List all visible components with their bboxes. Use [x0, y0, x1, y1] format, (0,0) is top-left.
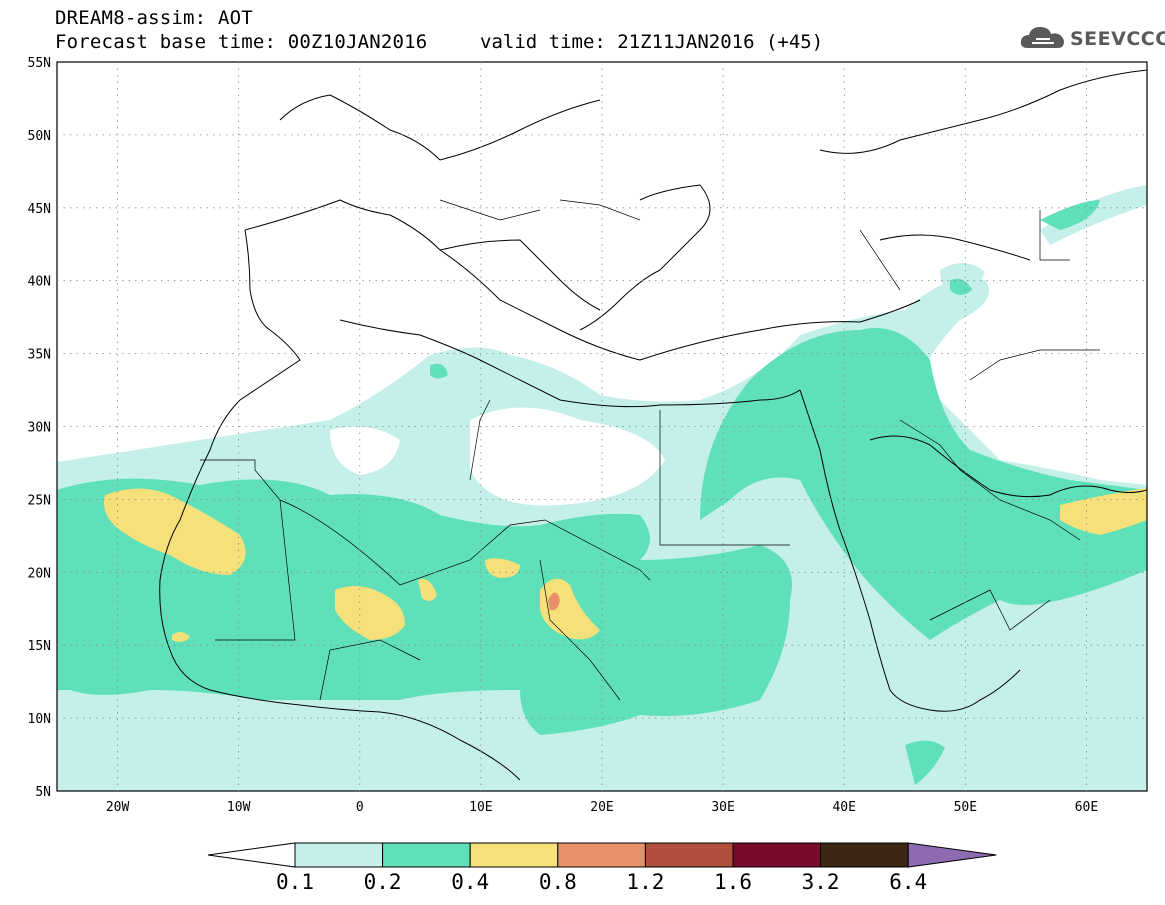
lon-label: 20W: [106, 800, 130, 815]
colorbar-min-arrow: [207, 842, 296, 868]
aot-field: [57, 69, 1147, 791]
lat-label: 50N: [28, 129, 51, 144]
colorbar-max-arrow: [907, 842, 997, 868]
axis-labels: 55N 50N 45N 40N 35N 30N 25N 20N 15N 10N 5N 20W 10W 0 1…: [28, 56, 1099, 815]
colorbar-box: [557, 842, 646, 868]
lat-label: 5N: [35, 785, 51, 800]
lon-label: 20E: [590, 800, 613, 815]
lon-label: 50E: [954, 800, 977, 815]
colorbar: [207, 842, 997, 868]
cloud-icon: [1020, 27, 1064, 48]
colorbar-box: [820, 842, 909, 868]
colorbar-level-label: 0.4: [451, 870, 490, 894]
aot-band-0.8: [548, 592, 560, 611]
valid-time: valid time: 21Z11JAN2016 (+45): [480, 31, 824, 53]
lat-label: 25N: [28, 493, 51, 508]
lat-label: 45N: [28, 202, 51, 217]
colorbar-box: [469, 842, 559, 868]
lon-label: 10W: [227, 800, 251, 815]
lat-label: 55N: [28, 56, 51, 71]
colorbar-level-label: 6.4: [889, 870, 928, 894]
colorbar-level-label: 0.8: [538, 870, 577, 894]
colorbar-box: [732, 842, 822, 868]
lat-label: 40N: [28, 275, 51, 290]
lat-label: 35N: [28, 348, 51, 363]
colorbar-level-label: 3.2: [801, 870, 840, 894]
lat-label: 15N: [28, 639, 51, 654]
lon-label: 30E: [711, 800, 734, 815]
colorbar-level-label: 1.2: [626, 870, 665, 894]
colorbar-level-label: 0.1: [276, 870, 314, 894]
coastlines: [159, 69, 1147, 781]
lon-label: 60E: [1075, 800, 1098, 815]
logo-text: SEEVCCC: [1070, 28, 1165, 50]
lat-label: 10N: [28, 712, 51, 727]
country-borders: [200, 199, 1100, 701]
lon-label: 40E: [832, 800, 855, 815]
lon-label: 0: [356, 800, 364, 815]
colorbar-level-label: 0.2: [363, 870, 402, 894]
colorbar-level-label: 1.6: [714, 870, 752, 894]
map-title: DREAM8-assim: AOT: [55, 7, 253, 29]
graticule: [57, 62, 1147, 791]
lon-label: 10E: [469, 800, 492, 815]
colorbar-box: [294, 842, 384, 868]
colorbar-box: [382, 842, 471, 868]
seevccc-logo: SEEVCCC: [1018, 22, 1165, 62]
forecast-base-time: Forecast base time: 00Z10JAN2016: [55, 31, 428, 53]
lat-label: 20N: [28, 566, 51, 581]
colorbar-box: [644, 842, 734, 868]
lat-label: 30N: [28, 421, 51, 436]
